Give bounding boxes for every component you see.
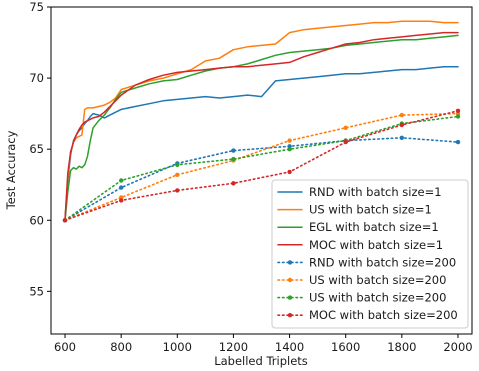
series-8-point xyxy=(231,181,236,186)
series-layer xyxy=(62,20,461,223)
series-5-point xyxy=(119,185,124,190)
x-ticks: 600 800 1000 1200 1400 1600 1800 2000 xyxy=(54,334,473,354)
y-tick-label: 70 xyxy=(29,71,44,85)
series-8-point xyxy=(175,188,180,193)
series-line-2 xyxy=(64,20,459,222)
y-tick-label: 65 xyxy=(29,142,44,156)
series-line-5 xyxy=(64,137,459,222)
x-tick-label: 800 xyxy=(110,340,132,354)
series-8-point xyxy=(62,218,68,223)
series-8-point xyxy=(455,108,461,114)
x-tick-label: 1000 xyxy=(163,340,192,354)
legend-swatch-marker xyxy=(287,260,293,265)
y-tick-label: 55 xyxy=(29,284,44,298)
series-5-point xyxy=(399,135,404,140)
series-6-point xyxy=(287,138,292,143)
x-tick-label: 1200 xyxy=(219,340,248,354)
legend: RND with batch size=1 US with batch size=… xyxy=(271,179,469,329)
legend-swatch-marker xyxy=(287,313,293,318)
legend-box xyxy=(271,179,469,329)
series-6-point xyxy=(399,112,404,118)
x-tick-label: 1800 xyxy=(387,340,416,354)
series-line-6 xyxy=(64,112,459,222)
x-tick-label: 600 xyxy=(54,340,76,354)
x-tick-label: 1600 xyxy=(331,340,360,354)
series-line-4 xyxy=(64,31,459,222)
legend-label: US with batch size=200 xyxy=(309,273,446,287)
legend-swatch-marker xyxy=(287,295,293,300)
x-tick-label: 1400 xyxy=(275,340,304,354)
series-5-point xyxy=(455,139,461,145)
x-tick-label: 2000 xyxy=(443,340,472,354)
y-axis-label: Test Accuracy xyxy=(4,130,18,210)
series-7-point xyxy=(175,162,180,167)
series-line-3 xyxy=(64,34,459,222)
legend-label: MOC with batch size=200 xyxy=(309,308,458,322)
series-line-7 xyxy=(64,115,459,222)
legend-label: MOC with batch size=1 xyxy=(309,238,443,252)
series-6-point xyxy=(343,125,348,130)
legend-label: US with batch size=1 xyxy=(309,203,432,217)
y-ticks: 55 60 65 70 75 xyxy=(29,0,51,298)
series-8-point xyxy=(343,139,348,145)
series-8-point xyxy=(287,169,292,175)
series-7-point xyxy=(231,156,236,162)
series-6-point xyxy=(175,172,180,177)
legend-label: RND with batch size=1 xyxy=(309,185,442,199)
series-line-8 xyxy=(64,110,459,222)
series-7-point xyxy=(119,178,124,183)
series-5-point xyxy=(231,148,236,153)
x-axis-label: Labelled Triplets xyxy=(214,354,308,368)
legend-label: EGL with batch size=1 xyxy=(309,220,439,234)
series-8-point xyxy=(119,198,124,203)
series-7-point xyxy=(287,147,292,152)
y-tick-label: 75 xyxy=(29,0,44,14)
legend-label: US with batch size=200 xyxy=(309,291,446,305)
series-8-point xyxy=(399,122,404,128)
series-7-point xyxy=(455,114,461,119)
y-tick-label: 60 xyxy=(29,213,44,227)
legend-swatch-marker xyxy=(287,277,293,283)
plot-frame xyxy=(50,6,473,335)
legend-label: RND with batch size=200 xyxy=(309,255,456,269)
